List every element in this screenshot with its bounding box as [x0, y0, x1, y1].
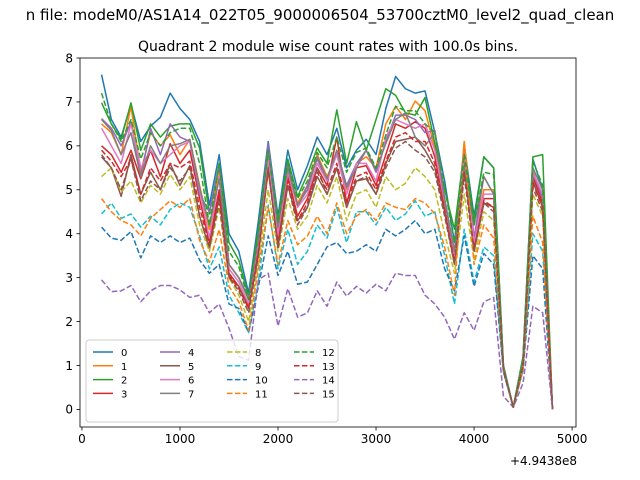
series-line-11 — [100, 140, 554, 410]
legend-label-11: 11 — [255, 389, 268, 400]
x-tick-label: 1000 — [165, 432, 196, 446]
x-offset-label: +4.9438e8 — [510, 454, 577, 468]
y-tick-label: 0 — [65, 403, 73, 417]
legend-box — [85, 339, 339, 423]
y-tick-label: 8 — [65, 51, 73, 65]
y-tick-label: 7 — [65, 95, 73, 109]
series-line-13 — [101, 131, 554, 410]
legend-label-15: 15 — [322, 389, 335, 400]
series-line-8 — [101, 167, 554, 410]
series-line-15 — [100, 140, 554, 410]
x-axis: 0 1000 2000 3000 4000 5000 — [78, 427, 587, 446]
axes-frame — [79, 57, 577, 428]
legend-label-9: 9 — [255, 362, 261, 373]
series-line-6 — [100, 118, 554, 410]
legend-label-8: 8 — [255, 348, 261, 359]
y-tick-label: 6 — [65, 139, 73, 153]
x-tick-label: 2000 — [263, 432, 294, 446]
legend-label-14: 14 — [322, 376, 335, 387]
legend-label-13: 13 — [322, 362, 335, 373]
legend-label-1: 1 — [121, 362, 127, 373]
series-line-14 — [100, 272, 554, 410]
legend-label-2: 2 — [121, 376, 127, 387]
x-tick-label: 3000 — [361, 432, 392, 446]
legend-label-6: 6 — [188, 376, 194, 387]
legend-label-3: 3 — [121, 389, 127, 400]
legend-label-4: 4 — [188, 348, 194, 359]
chart-title: Quadrant 2 module wise count rates with … — [138, 39, 518, 55]
y-tick-label: 1 — [65, 359, 73, 373]
y-tick-label: 5 — [65, 183, 73, 197]
y-tick-label: 2 — [65, 315, 73, 329]
y-axis: 0 1 2 3 4 5 6 7 8 — [65, 51, 80, 417]
legend-label-0: 0 — [121, 348, 127, 359]
x-tick-label: 5000 — [557, 432, 588, 446]
x-tick-label: 0 — [78, 432, 86, 446]
y-tick-label: 4 — [65, 227, 73, 241]
axes-border — [79, 57, 577, 428]
series-line-2 — [100, 88, 554, 410]
legend-label-5: 5 — [188, 362, 194, 373]
y-tick-label: 3 — [65, 271, 73, 285]
series-line-9 — [101, 200, 554, 410]
legend-label-10: 10 — [255, 376, 268, 387]
legend-label-7: 7 — [188, 389, 194, 400]
series-line-10 — [101, 219, 554, 410]
series-layer — [100, 74, 554, 410]
figure-suptitle: n file: modeM0/AS1A14_022T05_9000006504_… — [26, 6, 615, 25]
series-line-3 — [101, 120, 554, 410]
series-line-12 — [100, 92, 554, 410]
legend-label-12: 12 — [322, 348, 335, 359]
x-tick-label: 4000 — [459, 432, 490, 446]
